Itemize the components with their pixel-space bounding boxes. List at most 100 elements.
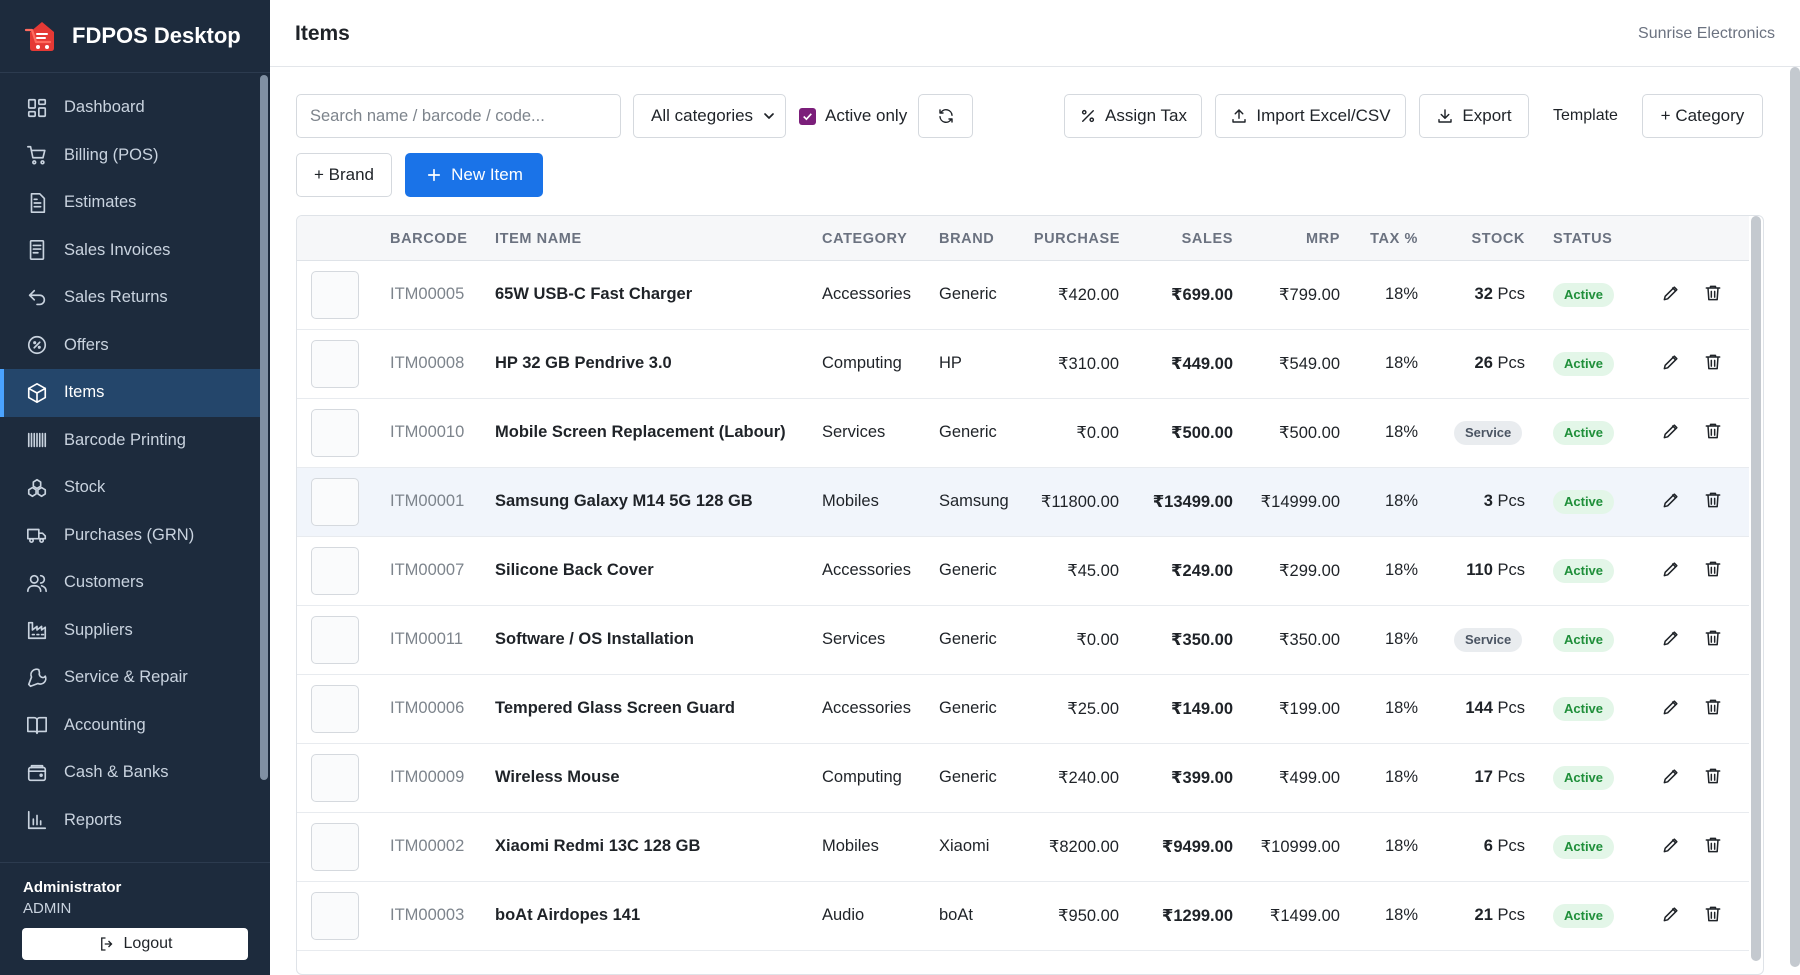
page-scrollbar[interactable] xyxy=(1790,67,1800,967)
table-row[interactable]: ITM00008 HP 32 GB Pendrive 3.0 Computing HP… xyxy=(297,330,1749,399)
assign-tax-button[interactable]: Assign Tax xyxy=(1064,94,1202,138)
cell-category: Accessories xyxy=(822,285,911,303)
column-header-mrp[interactable]: MRP xyxy=(1305,231,1340,247)
column-header-brand[interactable]: BRAND xyxy=(939,231,995,247)
table-row[interactable]: ITM00006 Tempered Glass Screen Guard Acces… xyxy=(297,675,1749,744)
column-header-sales[interactable]: SALES xyxy=(1181,231,1233,247)
table-row[interactable]: ITM00003 boAt Airdopes 141 Audio boAt ₹950.0… xyxy=(297,882,1749,951)
cell-item-name: 65W USB-C Fast Charger xyxy=(495,285,693,303)
edit-icon[interactable] xyxy=(1661,421,1683,443)
table-row[interactable]: ITM00001 Samsung Galaxy M14 5G 128 GB Mobi… xyxy=(297,468,1749,537)
trash-icon[interactable] xyxy=(1703,766,1725,788)
column-header-status[interactable]: STATUS xyxy=(1553,231,1613,247)
trash-icon[interactable] xyxy=(1703,697,1725,719)
edit-icon[interactable] xyxy=(1661,835,1683,857)
active-only-checkbox[interactable] xyxy=(799,107,816,125)
column-header-category[interactable]: CATEGORY xyxy=(822,231,908,247)
cell-tax: 18% xyxy=(1384,906,1418,924)
item-thumbnail[interactable] xyxy=(311,892,359,940)
column-header-purchase[interactable]: PURCHASE xyxy=(1033,231,1120,247)
sidebar-scrollbar[interactable] xyxy=(260,75,268,780)
sidebar-item-sales-invoices[interactable]: Sales Invoices xyxy=(0,227,260,275)
download-icon xyxy=(1438,109,1453,123)
trash-icon[interactable] xyxy=(1703,628,1725,650)
sidebar-item-service-repair[interactable]: Service & Repair xyxy=(0,654,260,702)
sidebar-item-purchases[interactable]: Purchases (GRN) xyxy=(0,512,260,560)
cell-brand: HP xyxy=(939,354,962,372)
cell-brand: Generic xyxy=(939,630,997,648)
sidebar-item-label: Items xyxy=(64,383,105,402)
table-row[interactable]: ITM00005 65W USB-C Fast Charger Accessorie… xyxy=(297,261,1749,330)
edit-icon[interactable] xyxy=(1661,697,1683,719)
item-thumbnail[interactable] xyxy=(311,754,359,802)
sidebar-item-reports[interactable]: Reports xyxy=(0,797,260,845)
column-header-tax[interactable]: TAX % xyxy=(1370,231,1418,247)
column-header-stock[interactable]: STOCK xyxy=(1471,231,1525,247)
item-thumbnail[interactable] xyxy=(311,616,359,664)
item-thumbnail[interactable] xyxy=(311,685,359,733)
table-row[interactable]: ITM00011 Software / OS Installation Servic… xyxy=(297,606,1749,675)
sidebar-item-suppliers[interactable]: Suppliers xyxy=(0,607,260,655)
trash-icon[interactable] xyxy=(1703,490,1725,512)
edit-icon[interactable] xyxy=(1661,559,1683,581)
edit-icon[interactable] xyxy=(1661,283,1683,305)
new-item-button[interactable]: New Item xyxy=(405,153,543,197)
cell-item-name: Mobile Screen Replacement (Labour) xyxy=(495,423,786,441)
sidebar-item-stock[interactable]: Stock xyxy=(0,464,260,512)
refresh-button[interactable] xyxy=(918,94,973,138)
trash-icon[interactable] xyxy=(1703,283,1725,305)
edit-icon[interactable] xyxy=(1661,766,1683,788)
sidebar-item-estimates[interactable]: Estimates xyxy=(0,179,260,227)
sidebar-item-barcode-printing[interactable]: Barcode Printing xyxy=(0,417,260,465)
table-row[interactable]: ITM00007 Silicone Back Cover Accessories Ge… xyxy=(297,537,1749,606)
column-header-item-name[interactable]: ITEM NAME xyxy=(495,231,582,247)
trash-icon[interactable] xyxy=(1703,904,1725,926)
sidebar-item-billing[interactable]: Billing (POS) xyxy=(0,132,260,180)
chart-icon xyxy=(26,809,48,831)
edit-icon[interactable] xyxy=(1661,628,1683,650)
item-thumbnail[interactable] xyxy=(311,547,359,595)
add-brand-button[interactable]: + Brand xyxy=(296,153,392,197)
active-only-toggle[interactable]: Active only xyxy=(799,106,907,126)
item-thumbnail[interactable] xyxy=(311,409,359,457)
import-button[interactable]: Import Excel/CSV xyxy=(1215,94,1406,138)
item-thumbnail[interactable] xyxy=(311,340,359,388)
item-thumbnail[interactable] xyxy=(311,478,359,526)
percent-icon xyxy=(1081,109,1095,123)
table-row[interactable]: ITM00009 Wireless Mouse Computing Generic ₹2… xyxy=(297,744,1749,813)
table-scrollbar[interactable] xyxy=(1751,216,1761,961)
cell-brand: Samsung xyxy=(939,492,1009,510)
sidebar-item-items[interactable]: Items xyxy=(0,369,260,417)
sidebar-item-cash-banks[interactable]: Cash & Banks xyxy=(0,749,260,797)
column-header-barcode[interactable]: BARCODE xyxy=(390,231,468,247)
sidebar-item-dashboard[interactable]: Dashboard xyxy=(0,84,260,132)
cell-barcode: ITM00010 xyxy=(390,423,465,441)
cell-mrp: ₹499.00 xyxy=(1279,769,1340,787)
export-button[interactable]: Export xyxy=(1419,94,1529,138)
cell-sales: ₹350.00 xyxy=(1171,631,1233,649)
cell-item-name: boAt Airdopes 141 xyxy=(495,906,641,924)
trash-icon[interactable] xyxy=(1703,835,1725,857)
category-select[interactable]: All categories xyxy=(633,94,786,138)
edit-icon[interactable] xyxy=(1661,904,1683,926)
trash-icon[interactable] xyxy=(1703,352,1725,374)
search-input[interactable] xyxy=(296,94,621,138)
item-thumbnail[interactable] xyxy=(311,271,359,319)
item-thumbnail[interactable] xyxy=(311,823,359,871)
sidebar-item-offers[interactable]: Offers xyxy=(0,322,260,370)
sidebar-item-sales-returns[interactable]: Sales Returns xyxy=(0,274,260,322)
edit-icon[interactable] xyxy=(1661,490,1683,512)
logout-button[interactable]: Logout xyxy=(22,928,248,960)
users-icon xyxy=(26,572,48,594)
trash-icon[interactable] xyxy=(1703,421,1725,443)
table-row[interactable]: ITM00002 Xiaomi Redmi 13C 128 GB Mobiles Xi… xyxy=(297,813,1749,882)
sidebar-item-label: Suppliers xyxy=(64,620,133,639)
add-category-button[interactable]: + Category xyxy=(1642,94,1763,138)
trash-icon[interactable] xyxy=(1703,559,1725,581)
edit-icon[interactable] xyxy=(1661,352,1683,374)
sidebar-item-customers[interactable]: Customers xyxy=(0,559,260,607)
sidebar-item-accounting[interactable]: Accounting xyxy=(0,702,260,750)
status-badge: Active xyxy=(1553,628,1615,652)
table-row[interactable]: ITM00010 Mobile Screen Replacement (Labou… xyxy=(297,399,1749,468)
template-link[interactable]: Template xyxy=(1553,107,1618,124)
